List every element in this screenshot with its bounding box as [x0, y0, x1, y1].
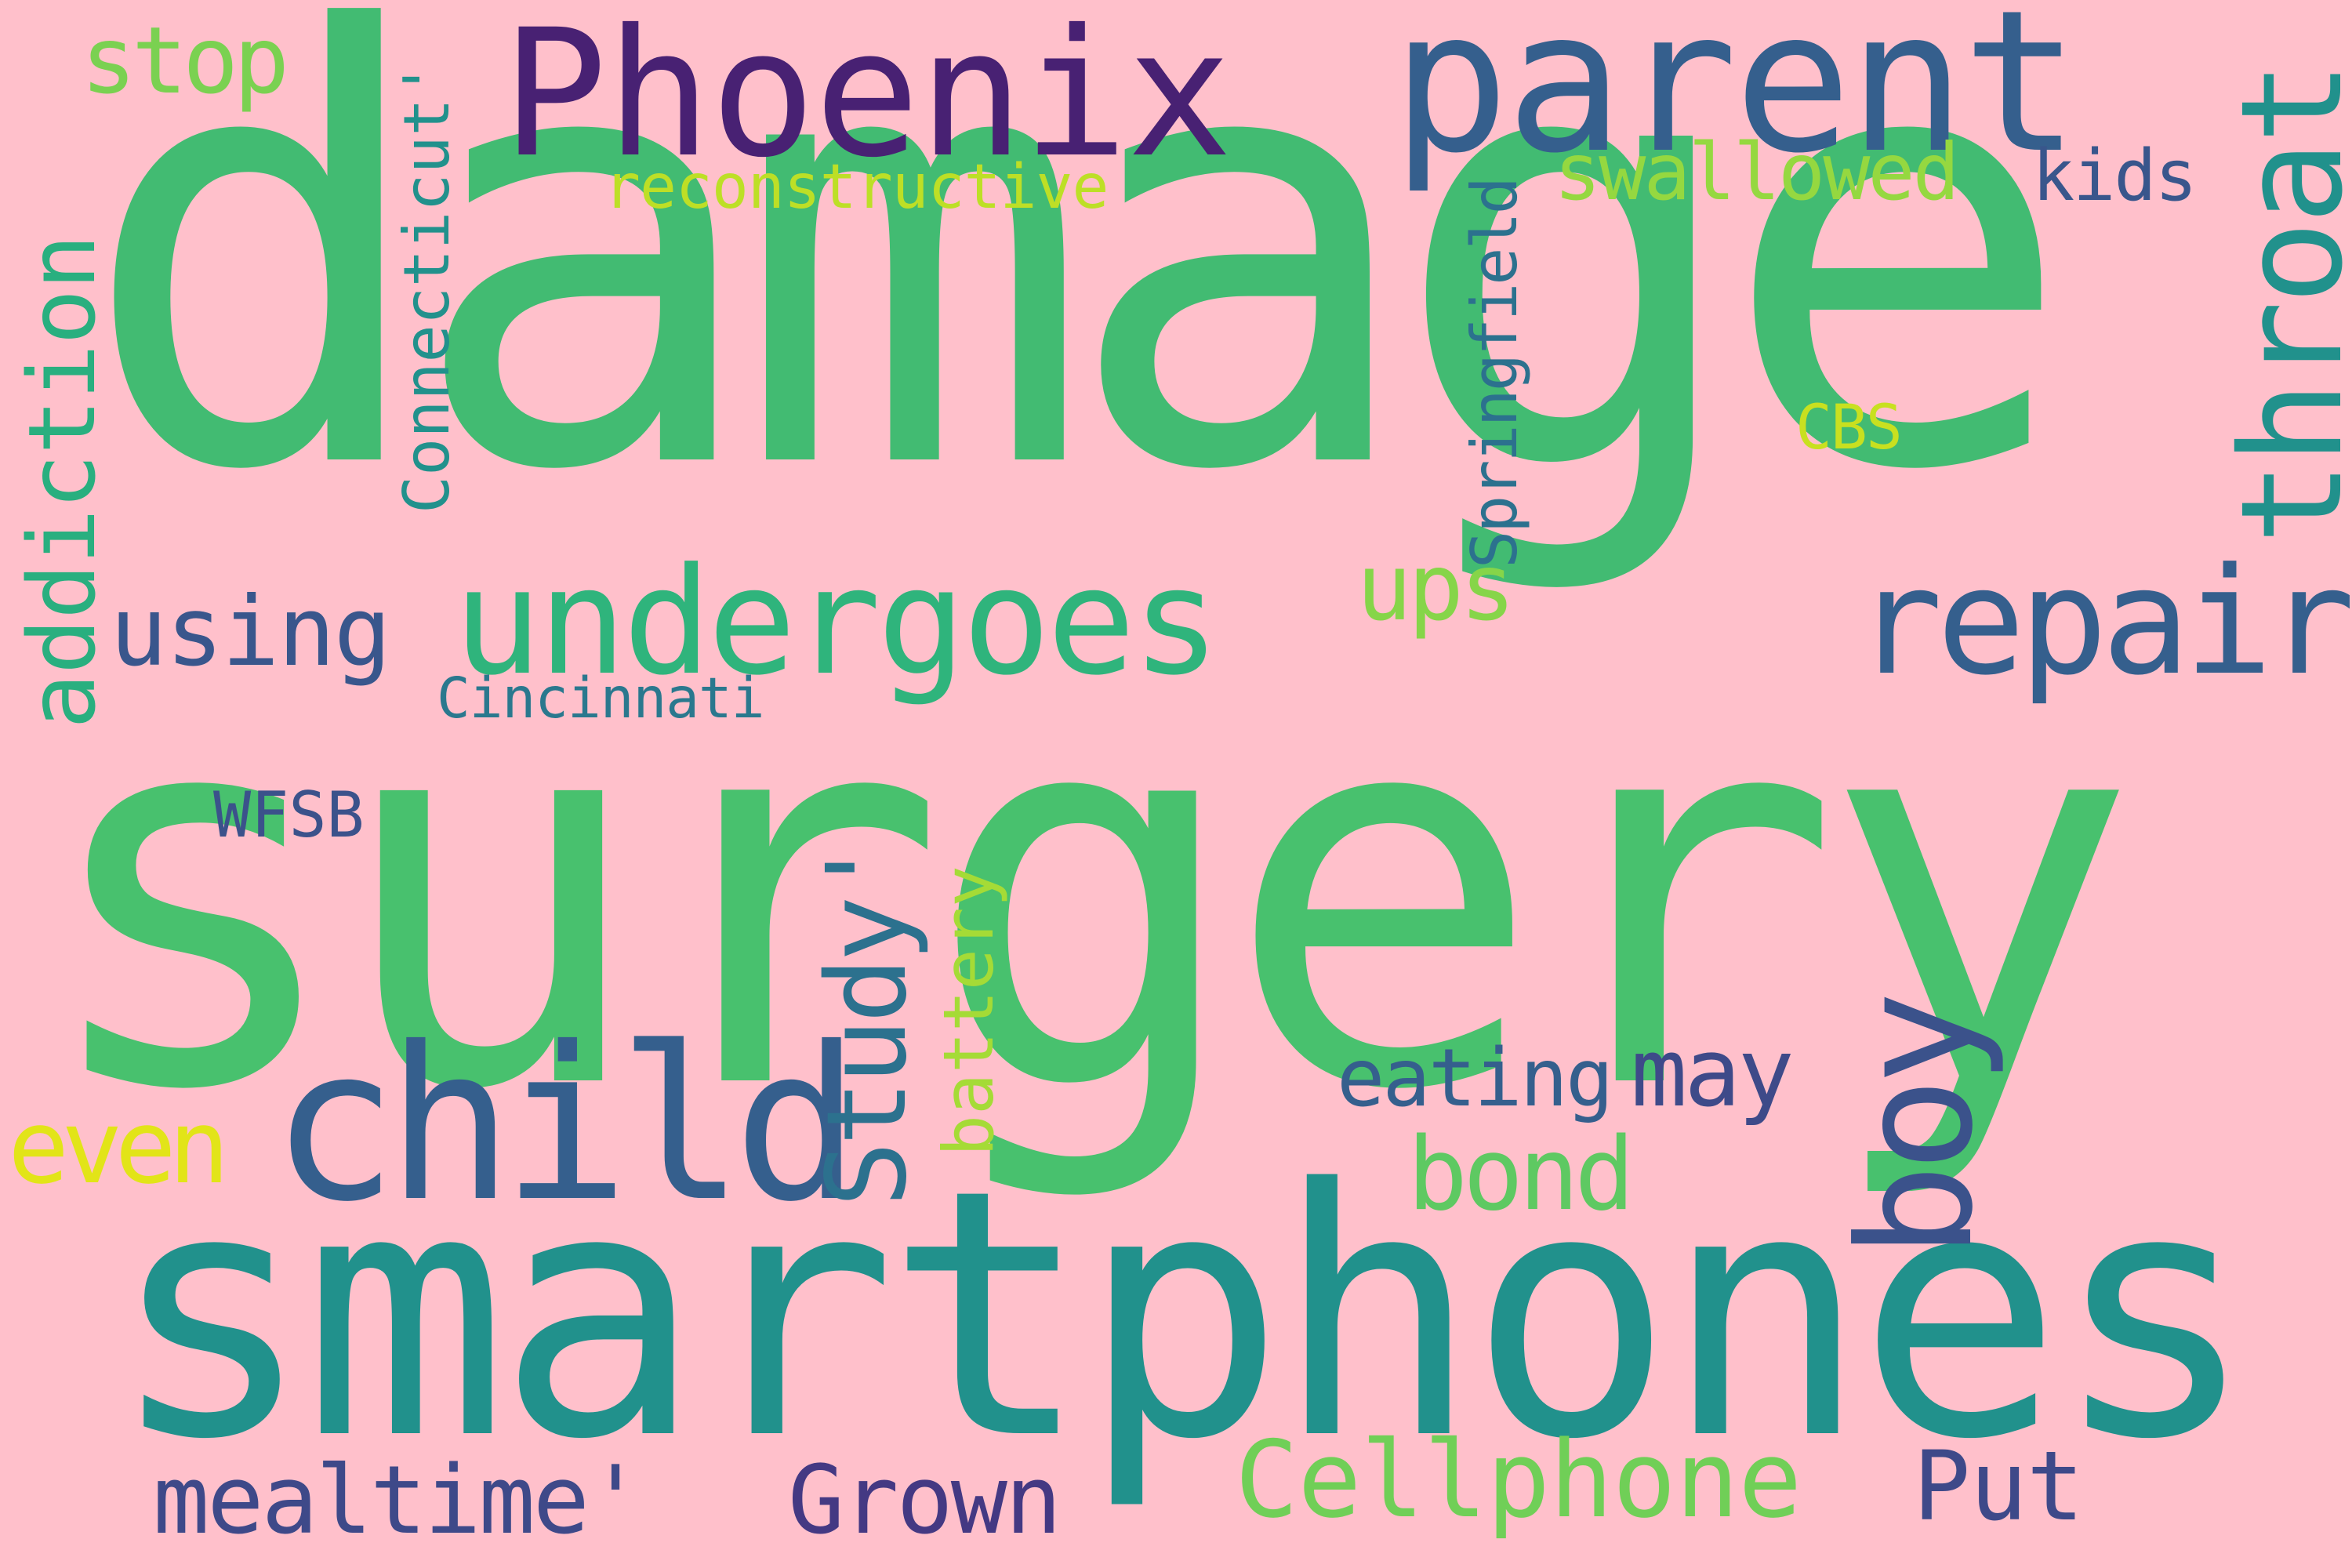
- word-swallowed: swallowed: [1554, 126, 1960, 218]
- word-put: Put: [1913, 1431, 2084, 1542]
- word-undergoes: undergoes: [453, 536, 1221, 708]
- word-mealtime: mealtime': [153, 1446, 644, 1555]
- word-phoenix: Phoenix: [502, 0, 1232, 196]
- word-using: using: [110, 576, 391, 688]
- word-damage: damage: [78, 0, 2076, 600]
- word-study: Study': [804, 839, 931, 1207]
- word-cbs: CBS: [1795, 393, 1903, 463]
- word-bond: bond: [1407, 1116, 1635, 1233]
- word-throat: throat: [2211, 64, 2352, 545]
- word-cincinnati: Cincinnati: [437, 666, 764, 731]
- word-kids: kids: [2032, 135, 2198, 217]
- word-grown: Grown: [788, 1446, 1062, 1555]
- word-eating: eating: [1337, 1032, 1613, 1125]
- word-may: may: [1631, 1019, 1795, 1128]
- word-reconstructive: reconstructive: [604, 152, 1109, 223]
- word-smartphones: smartphones: [108, 1116, 2257, 1514]
- word-wfsb: WFSB: [213, 779, 365, 851]
- word-repair: repair: [1854, 536, 2352, 708]
- word-ups: ups: [1356, 533, 1515, 641]
- word-boy: boy: [1825, 998, 2008, 1258]
- word-connecticut: Connecticut': [390, 60, 463, 514]
- word-springfield: Springfield: [1458, 179, 1531, 568]
- word-battery: battery: [928, 866, 1009, 1156]
- word-surgery: surgery: [31, 587, 2140, 1206]
- word-even: even: [8, 1087, 230, 1207]
- word-addiction: addiction: [8, 234, 116, 729]
- word-stop: stop: [81, 6, 289, 114]
- word-child: child: [270, 1001, 861, 1248]
- word-parent: parent: [1392, 0, 2080, 196]
- word-cellphone: Cellphone: [1235, 1418, 1802, 1541]
